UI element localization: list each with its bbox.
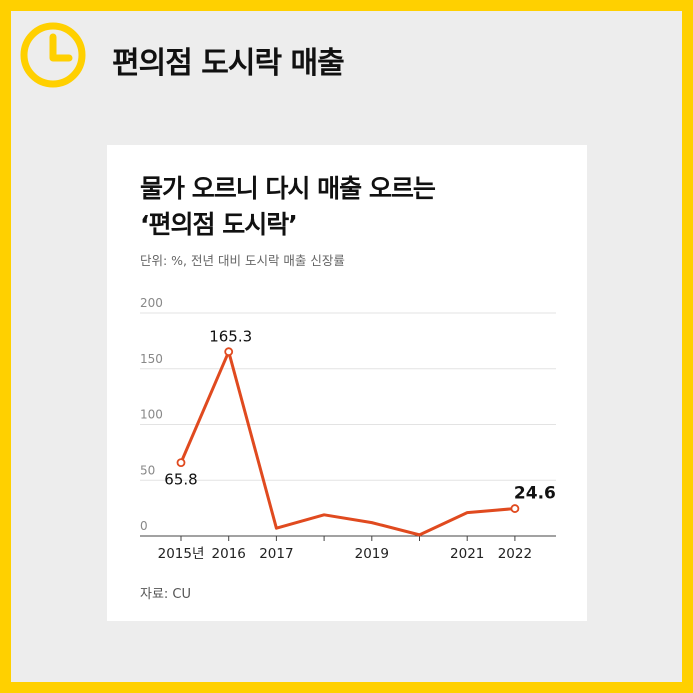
x-tick-label: 2015년 <box>158 546 205 562</box>
data-label: 165.3 <box>209 328 252 346</box>
header-title: 편의점 도시락 매출 <box>112 46 345 81</box>
y-tick-label: 200 <box>140 296 163 310</box>
chart-subtitle: 단위: %, 전년 대비 도시락 매출 신장률 <box>140 253 345 268</box>
y-tick-label: 0 <box>140 519 148 533</box>
chart-title-line-1: 물가 오르니 다시 매출 오르는 <box>140 174 436 203</box>
clock-icon <box>20 22 86 88</box>
x-tick-label: 2021 <box>450 546 484 562</box>
y-tick-label: 150 <box>140 352 163 366</box>
x-tick-label: 2017 <box>259 546 293 562</box>
data-point <box>176 458 186 468</box>
chart-title-line-2: ‘편의점 도시락’ <box>140 210 298 239</box>
data-label: 65.8 <box>164 471 197 489</box>
chart-title: 물가 오르니 다시 매출 오르는 ‘편의점 도시락’ <box>140 171 436 243</box>
series-line <box>179 350 516 537</box>
chart-card: 물가 오르니 다시 매출 오르는 ‘편의점 도시락’ 단위: %, 전년 대비 … <box>107 145 587 621</box>
data-point <box>510 504 520 513</box>
data-point <box>224 347 234 357</box>
y-tick-label: 100 <box>140 408 163 422</box>
x-tick-label: 2019 <box>355 546 389 562</box>
x-tick-label: 2016 <box>212 546 246 562</box>
chart-source: 자료: CU <box>140 587 192 602</box>
data-label: 24.6 <box>514 484 556 504</box>
y-tick-label: 50 <box>140 463 155 477</box>
line-chart: 0 50 100 150 200 2015년 2016 2017 2019 2021 2022 65.… <box>140 296 556 562</box>
x-tick-label: 2022 <box>498 546 532 562</box>
